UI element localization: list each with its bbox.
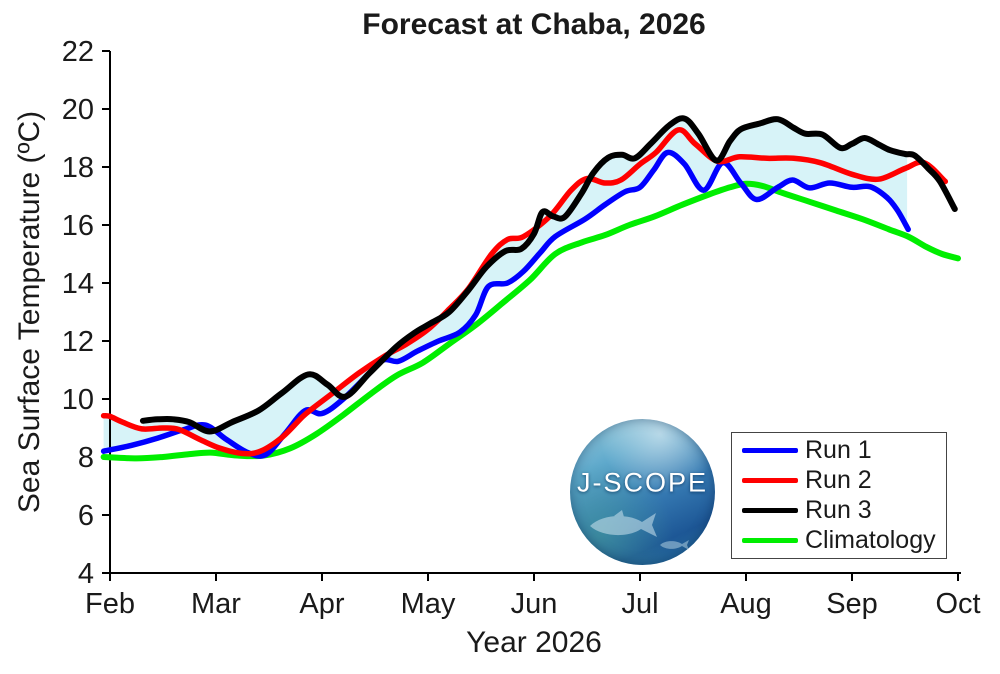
- legend-item-run1: Run 1: [732, 436, 946, 465]
- legend-label-run1: Run 1: [805, 436, 872, 465]
- svg-text:Jul: Jul: [621, 588, 658, 620]
- series-line-run-1: [100, 149, 911, 459]
- svg-text:Aug: Aug: [720, 588, 772, 620]
- legend-swatch-run3: [742, 507, 798, 513]
- svg-text:Oct: Oct: [935, 588, 980, 620]
- svg-text:Sep: Sep: [826, 588, 878, 620]
- chart-title: Forecast at Chaba, 2026: [362, 8, 706, 41]
- svg-text:16: 16: [62, 210, 94, 242]
- svg-text:Apr: Apr: [299, 588, 344, 620]
- legend-label-run3: Run 3: [805, 495, 872, 524]
- series-line-run-3: [139, 115, 958, 435]
- legend-label-run2: Run 2: [805, 466, 872, 495]
- jscope-logo-text: J-SCOPE: [576, 467, 709, 498]
- jscope-logo: J-SCOPE: [570, 419, 715, 565]
- series-line-climatology: [100, 180, 961, 462]
- legend-item-run2: Run 2: [732, 466, 946, 495]
- legend-swatch-run1: [742, 448, 798, 454]
- legend-item-climatology: Climatology: [732, 526, 946, 554]
- svg-text:20: 20: [62, 94, 94, 126]
- legend-swatch-run2: [742, 478, 798, 484]
- legend: Run 1 Run 2 Run 3 Climatology: [731, 432, 947, 559]
- svg-text:4: 4: [78, 558, 94, 590]
- svg-text:8: 8: [78, 442, 94, 474]
- legend-swatch-climatology: [742, 537, 798, 543]
- uncertainty-envelope-fill: [103, 118, 908, 455]
- svg-text:May: May: [401, 588, 456, 620]
- y-axis-label: Sea Surface Temperature (ºC): [13, 110, 46, 514]
- fish-icon: [590, 510, 657, 537]
- svg-text:22: 22: [62, 36, 94, 68]
- svg-text:Mar: Mar: [191, 588, 241, 620]
- svg-text:6: 6: [78, 500, 94, 532]
- x-axis-label: Year 2026: [466, 626, 602, 659]
- svg-text:14: 14: [62, 268, 94, 300]
- small-fish-icon: [660, 540, 689, 550]
- series-line-run-2: [100, 127, 949, 457]
- svg-text:10: 10: [62, 384, 94, 416]
- tick-labels: 4 6 8 10 12 14 16 18 20 22 Feb Mar Apr May Jun Jul Aug Se…: [62, 36, 981, 620]
- svg-text:12: 12: [62, 326, 94, 358]
- svg-text:Jun: Jun: [511, 588, 558, 620]
- legend-item-run3: Run 3: [732, 496, 946, 524]
- svg-text:18: 18: [62, 152, 94, 184]
- legend-label-climatology: Climatology: [805, 525, 936, 554]
- svg-text:Feb: Feb: [85, 588, 135, 620]
- axes: [102, 50, 961, 581]
